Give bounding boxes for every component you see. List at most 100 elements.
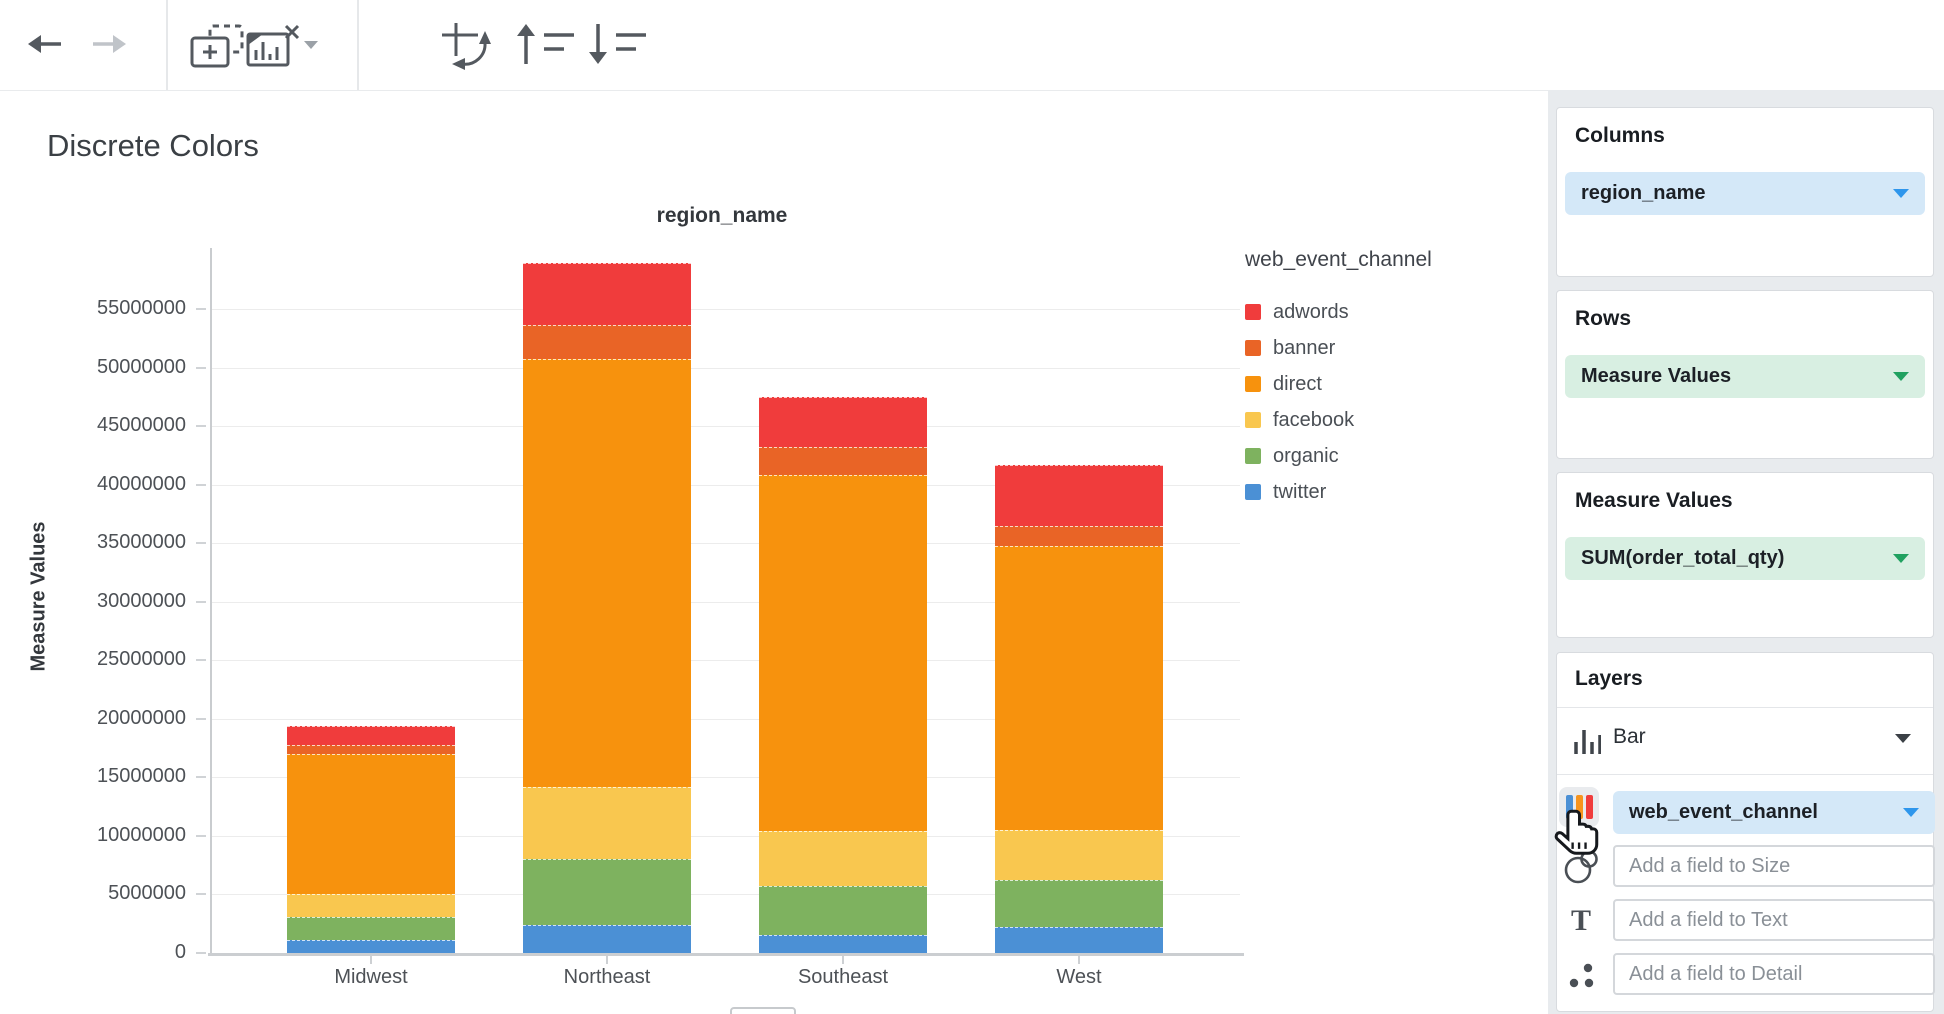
bar-segment-facebook-Southeast[interactable]	[759, 831, 927, 887]
color-chip-bar-blue	[1565, 795, 1573, 819]
color-chip-bar-orange	[1575, 795, 1583, 819]
size-field-input[interactable]	[1613, 845, 1935, 887]
bar-segment-adwords-Midwest[interactable]	[287, 725, 455, 745]
y-axis-line	[210, 248, 212, 955]
measure-values-field-label: SUM(order_total_qty)	[1581, 547, 1785, 569]
bar-segment-adwords-West[interactable]	[995, 464, 1163, 526]
gridline	[212, 835, 1240, 837]
bar-segment-organic-Northeast[interactable]	[523, 859, 691, 925]
bar-segment-banner-Midwest[interactable]	[287, 744, 455, 754]
bar-segment-banner-Northeast[interactable]	[523, 325, 691, 360]
text-field-input[interactable]	[1613, 899, 1935, 941]
measure-values-field-pill[interactable]: SUM(order_total_qty)	[1565, 537, 1925, 580]
legend-label: twitter	[1273, 480, 1327, 503]
legend-item-facebook[interactable]: facebook	[1245, 402, 1545, 438]
bar-segment-organic-West[interactable]	[995, 880, 1163, 928]
legend-swatch-organic	[1245, 448, 1261, 464]
bar-segment-organic-Midwest[interactable]	[287, 916, 455, 941]
bar-segment-direct-West[interactable]	[995, 545, 1163, 831]
legend-swatch-direct	[1245, 376, 1261, 392]
swap-axes-button[interactable]	[440, 20, 494, 70]
size-circles-icon	[1564, 850, 1598, 884]
legend-item-organic[interactable]: organic	[1245, 438, 1545, 474]
divider	[1557, 707, 1933, 708]
x-mark-icon	[284, 24, 300, 40]
gridline	[212, 309, 1240, 310]
detail-field-input[interactable]	[1613, 953, 1935, 995]
partial-pagination-box[interactable]	[730, 1007, 796, 1014]
y-tick-label: 50000000	[97, 355, 186, 378]
text-shelf-button[interactable]: T	[1561, 901, 1601, 941]
bar-segment-twitter-West[interactable]	[995, 927, 1163, 953]
measure-values-header: Measure Values	[1575, 489, 1733, 512]
remove-chart-button[interactable]	[246, 24, 300, 68]
size-shelf-button[interactable]	[1561, 847, 1601, 887]
bar-segment-adwords-Southeast[interactable]	[759, 396, 927, 448]
bar-segment-twitter-Northeast[interactable]	[523, 924, 691, 953]
legend-swatch-banner	[1245, 340, 1261, 356]
remove-chart-caret-button[interactable]	[303, 40, 319, 50]
chevron-down-icon	[1903, 808, 1919, 817]
bar-segment-adwords-Northeast[interactable]	[523, 263, 691, 326]
color-field-pill[interactable]: web_event_channel	[1613, 791, 1935, 834]
gridline	[212, 777, 1240, 779]
legend-item-direct[interactable]: direct	[1245, 366, 1545, 402]
columns-field-pill[interactable]: region_name	[1565, 172, 1925, 215]
columns-header: Columns	[1575, 124, 1665, 147]
chevron-down-icon	[304, 41, 318, 49]
bar-segment-banner-Southeast[interactable]	[759, 447, 927, 476]
x-tick-mark	[842, 956, 844, 964]
chart-bars-glyph	[254, 42, 279, 60]
bar-segment-direct-Midwest[interactable]	[287, 753, 455, 895]
y-tick-label: 5000000	[108, 882, 186, 905]
layers-header: Layers	[1575, 667, 1643, 690]
rows-field-pill[interactable]: Measure Values	[1565, 355, 1925, 398]
y-tick-label: 45000000	[97, 414, 186, 437]
sort-descending-button[interactable]	[586, 22, 650, 68]
bar-segment-twitter-Midwest[interactable]	[287, 940, 455, 953]
legend-item-adwords[interactable]: adwords	[1245, 294, 1545, 330]
layer-type-row[interactable]: Bar	[1557, 708, 1933, 773]
bar-segment-direct-Northeast[interactable]	[523, 359, 691, 787]
chevron-down-icon	[1893, 372, 1909, 381]
sort-ascending-button[interactable]	[512, 22, 576, 68]
measure-values-card: Measure Values SUM(order_total_qty)	[1556, 472, 1934, 638]
gridline	[212, 426, 1240, 428]
detail-shelf-button[interactable]	[1561, 955, 1601, 995]
legend-item-banner[interactable]: banner	[1245, 330, 1545, 366]
add-chart-button[interactable]	[190, 24, 246, 70]
bar-segment-facebook-West[interactable]	[995, 830, 1163, 881]
plus-icon	[203, 45, 217, 59]
swap-arrowhead-1	[452, 58, 465, 70]
bar-segment-facebook-Northeast[interactable]	[523, 786, 691, 860]
swap-arrowhead-2	[479, 31, 491, 44]
bar-segment-banner-West[interactable]	[995, 525, 1163, 546]
legend-item-twitter[interactable]: twitter	[1245, 474, 1545, 510]
color-chip-bar-red	[1585, 795, 1593, 819]
axes-cross-icon	[442, 23, 478, 56]
forward-button[interactable]	[86, 22, 130, 66]
y-tick-mark	[196, 600, 206, 603]
shelf-panel: Columns region_name Rows Measure Values …	[1548, 90, 1944, 1014]
y-tick-label: 55000000	[97, 297, 186, 319]
back-button[interactable]	[24, 22, 68, 66]
bar-segment-twitter-Southeast[interactable]	[759, 935, 927, 953]
legend: web_event_channel adwords banner direct fac…	[1245, 248, 1545, 510]
y-tick-label: 40000000	[97, 472, 186, 495]
rows-field-label: Measure Values	[1581, 365, 1732, 387]
legend-label: banner	[1273, 336, 1336, 359]
bar-chart-icon	[1574, 730, 1601, 754]
bar-segment-direct-Southeast[interactable]	[759, 475, 927, 832]
y-tick-mark	[196, 834, 206, 837]
gridline	[212, 660, 1240, 662]
color-shelf-button[interactable]	[1559, 787, 1599, 827]
layers-card: Layers Bar web_event_channel	[1556, 652, 1935, 1012]
x-tick-mark	[1078, 956, 1080, 964]
x-category-label: Southeast	[797, 966, 889, 988]
bar-segment-facebook-Midwest[interactable]	[287, 894, 455, 917]
bar-segment-organic-Southeast[interactable]	[759, 886, 927, 936]
y-tick-mark	[196, 893, 206, 896]
x-axis-column-header: region_name	[656, 204, 788, 227]
legend-label: adwords	[1273, 300, 1349, 323]
